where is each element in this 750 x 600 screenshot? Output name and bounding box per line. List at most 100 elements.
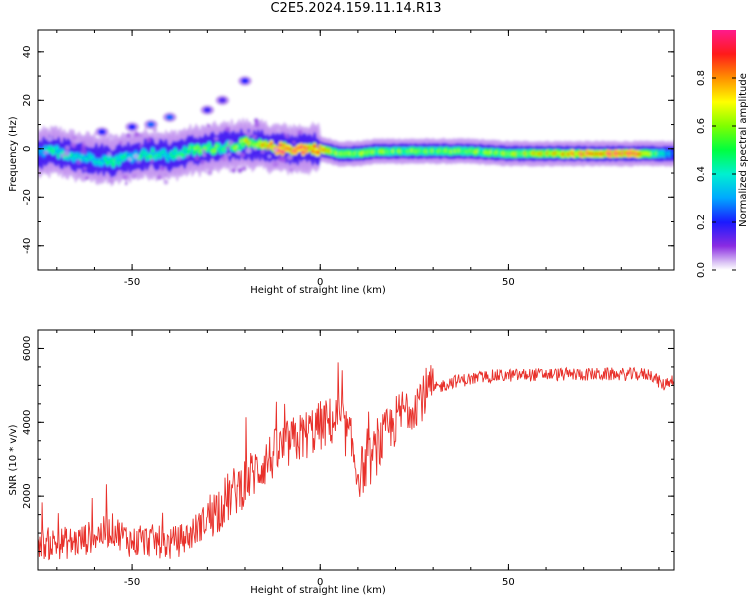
heatmap-speckle <box>52 136 56 140</box>
heatmap-speckle <box>211 167 216 171</box>
heatmap-speckle <box>285 134 290 139</box>
heatmap-branch-cell <box>97 128 106 135</box>
heatmap-speckle <box>225 145 231 151</box>
heatmap-speckle <box>280 156 287 163</box>
heatmap-speckle <box>194 155 200 161</box>
heatmap-speckle <box>119 141 123 145</box>
top-plot-frame <box>37 29 675 271</box>
heatmap-speckle <box>43 150 48 155</box>
heatmap-branch-cell <box>146 121 155 128</box>
heatmap-speckle <box>63 150 70 157</box>
heatmap-speckle <box>176 156 182 161</box>
heatmap-speckle <box>74 138 81 144</box>
top-x-tick-label: 0 <box>317 277 323 288</box>
heatmap-core <box>117 160 121 165</box>
heatmap-branch-cell <box>203 107 212 113</box>
heatmap-speckle <box>224 126 231 133</box>
heatmap-speckle <box>221 155 228 162</box>
heatmap-speckle <box>227 139 234 146</box>
heatmap-speckle <box>76 159 82 165</box>
heatmap-speckle <box>254 122 260 128</box>
heatmap-speckle <box>160 166 165 171</box>
heatmap-speckle <box>163 179 169 185</box>
heatmap-speckle <box>125 132 132 138</box>
heatmap-branch-cell <box>240 77 249 84</box>
top-y-tick-label: 0 <box>22 146 33 152</box>
heatmap-speckle <box>122 174 128 180</box>
heatmap-core <box>149 154 153 159</box>
heatmap-speckle <box>131 173 138 179</box>
heatmap-speckle <box>227 152 231 156</box>
heatmap-speckle <box>134 131 140 137</box>
heatmap-speckle <box>163 166 167 170</box>
heatmap-speckle <box>185 154 190 159</box>
colorbar-gradient <box>712 30 736 270</box>
heatmap-speckle <box>202 153 207 157</box>
heatmap-speckle <box>81 141 86 145</box>
heatmap-speckle <box>138 133 143 138</box>
heatmap-speckle <box>189 161 194 166</box>
snr-series-line <box>38 362 674 561</box>
heatmap-speckle <box>241 166 247 172</box>
heatmap-speckle <box>60 153 65 158</box>
heatmap-speckle <box>272 161 279 168</box>
colorbar-tick-label: 0.0 <box>696 262 707 278</box>
heatmap-speckle <box>80 148 87 155</box>
heatmap-speckle <box>81 144 87 150</box>
heatmap-speckle <box>150 172 155 177</box>
colorbar-tick-label: 0.2 <box>696 214 707 230</box>
heatmap-speckle <box>85 176 89 181</box>
heatmap-core <box>237 146 242 150</box>
heatmap-core <box>190 145 195 150</box>
heatmap-speckle <box>200 159 205 165</box>
heatmap-speckle <box>106 151 112 157</box>
heatmap-speckle <box>260 149 265 154</box>
top-y-tick-label: 20 <box>22 94 33 107</box>
heatmap-speckle <box>163 173 168 178</box>
heatmap-speckle <box>152 126 158 133</box>
top-y-tick-label: 40 <box>22 45 33 58</box>
heatmap-speckle <box>136 159 141 164</box>
bottom-y-tick-label: 6000 <box>22 336 33 361</box>
heatmap-speckle <box>214 136 219 141</box>
heatmap-speckle <box>64 145 70 151</box>
heatmap-speckle <box>108 177 114 184</box>
colorbar-label: Normalized spectral amplitude <box>738 73 749 227</box>
heatmap-speckle <box>81 174 86 178</box>
heatmap-speckle <box>155 131 161 138</box>
heatmap-speckle <box>139 144 143 148</box>
heatmap-speckle <box>253 117 259 124</box>
bottom-y-tick-label: 4000 <box>22 410 33 435</box>
heatmap-speckle <box>289 168 294 172</box>
heatmap-core <box>181 153 185 157</box>
top-x-axis-label: Height of straight line (km) <box>250 285 386 296</box>
heatmap-speckle <box>201 149 206 153</box>
heatmap-speckle <box>133 153 139 159</box>
heatmap-speckle <box>124 182 128 186</box>
heatmap-speckle <box>156 175 162 181</box>
heatmap-core <box>299 145 304 149</box>
heatmap-core <box>280 150 285 154</box>
heatmap-speckle <box>239 152 246 158</box>
bottom-plot-frame <box>37 329 675 571</box>
heatmap-speckle <box>245 131 252 138</box>
bottom-x-axis-label: Height of straight line (km) <box>250 585 386 596</box>
top-x-tick-label: -50 <box>124 277 140 288</box>
heatmap-speckle <box>150 160 154 164</box>
heatmap-core <box>278 143 283 147</box>
heatmap-speckle <box>110 135 115 139</box>
heatmap-core <box>150 149 155 153</box>
heatmap-speckle <box>206 169 213 176</box>
heatmap-speckle <box>83 166 87 171</box>
bottom-x-tick-label: -50 <box>124 577 140 588</box>
heatmap-speckle <box>283 132 287 136</box>
heatmap-speckle <box>231 168 237 174</box>
heatmap-speckle <box>266 148 270 152</box>
heatmap-branch-cell <box>165 114 174 121</box>
heatmap-core <box>171 155 176 159</box>
line-background <box>38 330 674 570</box>
colorbar-tick-label: 0.6 <box>696 118 707 134</box>
heatmap-speckle <box>267 154 271 159</box>
heatmap-speckle <box>146 137 152 143</box>
